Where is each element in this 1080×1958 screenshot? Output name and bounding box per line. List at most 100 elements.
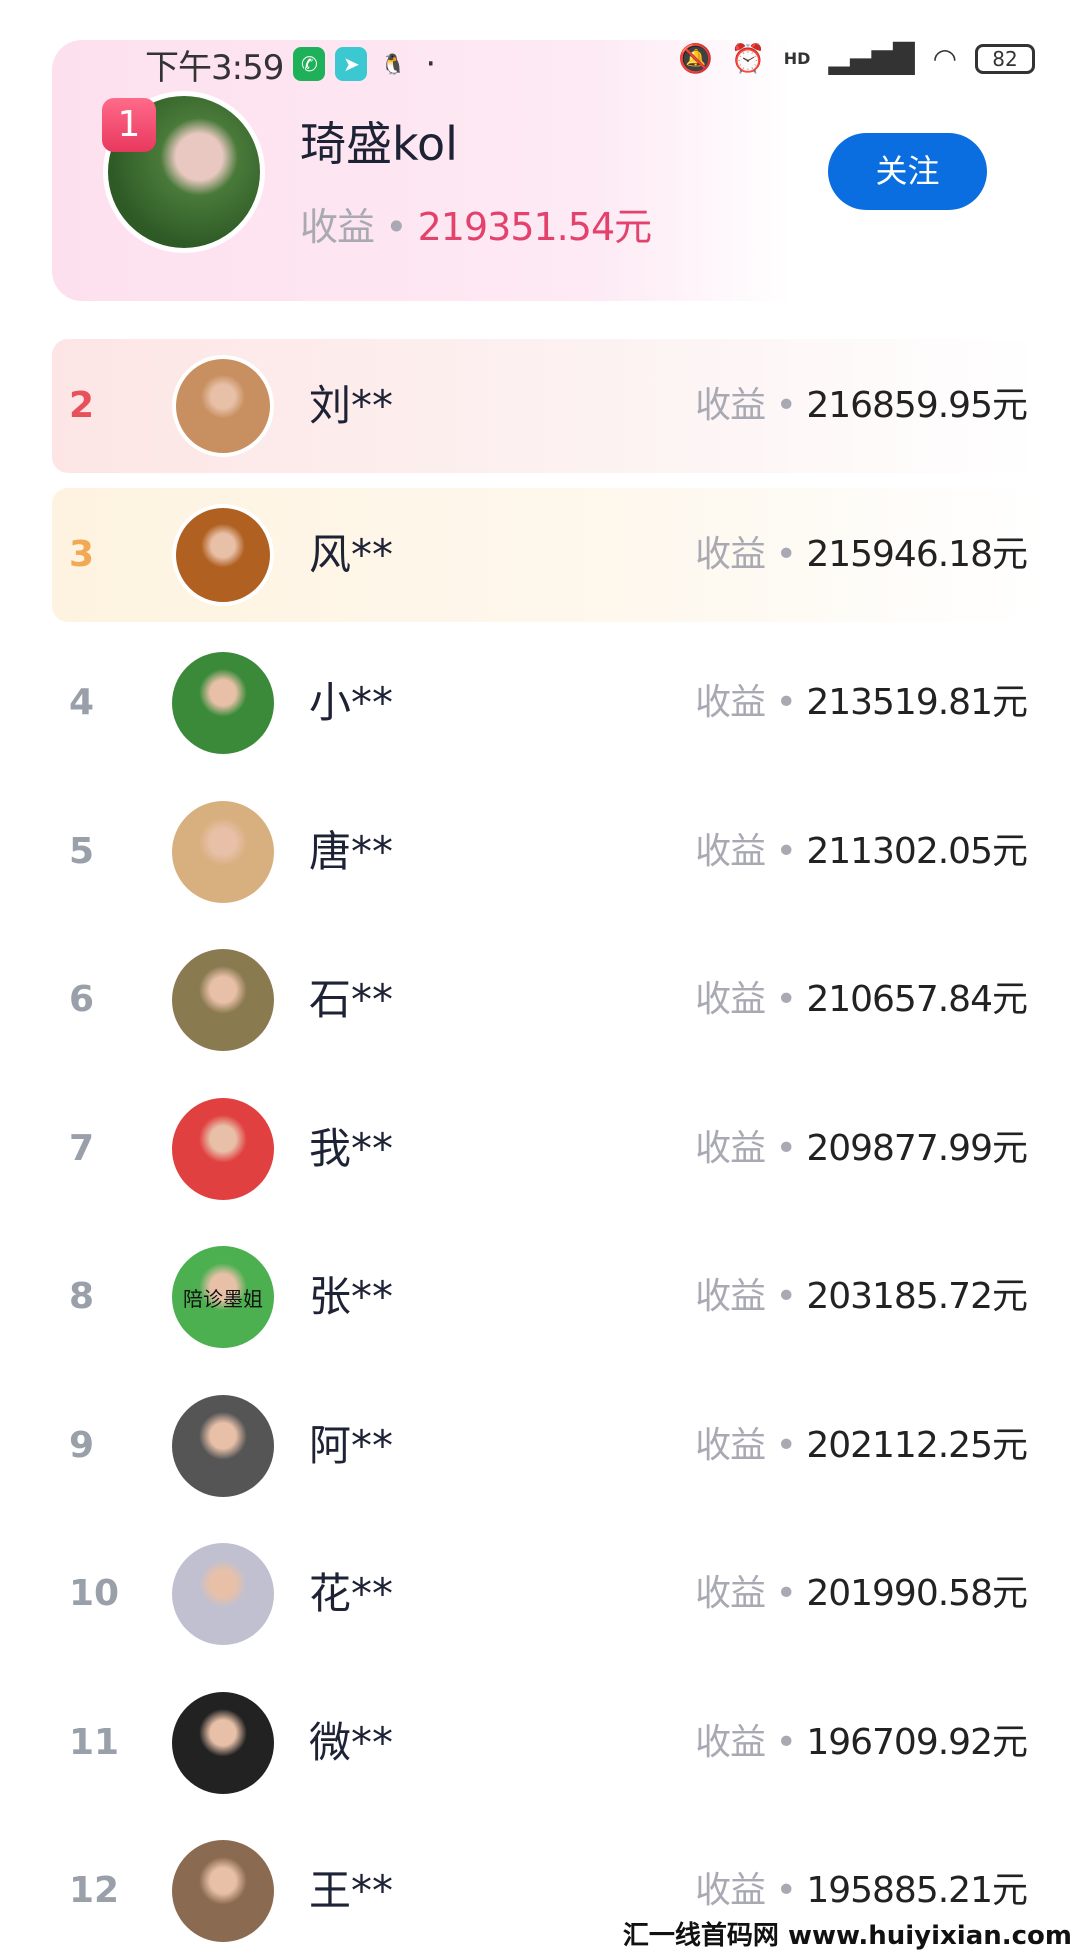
user-name: 石** (309, 975, 394, 1024)
qq-icon: 🐧 (380, 52, 406, 76)
rank-number: 12 (69, 1870, 120, 1911)
list-item[interactable]: 9 阿** 收益 • 202112.25元 (52, 1379, 1039, 1513)
earn-label: 收益 (695, 979, 766, 1020)
location-icon: ➤ (335, 47, 368, 81)
avatar[interactable] (172, 949, 274, 1051)
list-item[interactable]: 11 微** 收益 • 196709.92元 (52, 1676, 1039, 1810)
earn-amount: 202112.25元 (806, 1424, 1028, 1466)
earn-label: 收益 (695, 533, 766, 575)
earn-amount: 215946.18元 (806, 533, 1028, 575)
user-name: 我** (309, 1123, 394, 1173)
avatar[interactable] (172, 652, 274, 754)
earn-label: 收益 (695, 1870, 766, 1911)
earn-label: 收益 (695, 385, 766, 426)
earn-label: 收益 (300, 205, 375, 249)
top-earnings: 收益 • 219351.54元 (300, 196, 652, 251)
earnings: 收益 • 202112.25元 (695, 1379, 1028, 1513)
user-name: 微** (309, 1717, 394, 1767)
signal-icon: ▂▄▆█ (828, 42, 915, 75)
separator: • (775, 979, 797, 1020)
separator: • (775, 1276, 797, 1317)
earn-amount: 219351.54元 (417, 205, 652, 249)
alarm-icon: ⏰ (730, 42, 766, 75)
separator: • (385, 205, 407, 249)
list-item[interactable]: 2 刘** 收益 • 216859.95元 (52, 339, 1039, 473)
avatar[interactable] (172, 1691, 274, 1794)
earn-amount: 203185.72元 (806, 1276, 1028, 1317)
user-name: 张** (309, 1272, 394, 1321)
rank-number: 8 (69, 1276, 95, 1317)
separator: • (775, 682, 797, 723)
rank-number: 10 (69, 1573, 120, 1614)
separator: • (775, 830, 797, 872)
user-name: 阿** (309, 1420, 394, 1470)
watermark: 汇一线首码网 www.huiyixian.com (622, 1921, 1072, 1951)
list-item[interactable]: 4 小** 收益 • 213519.81元 (52, 636, 1039, 770)
earn-amount: 211302.05元 (806, 830, 1028, 872)
rank-number: 3 (69, 533, 95, 575)
rank-number: 9 (69, 1424, 95, 1466)
earn-amount: 201990.58元 (806, 1573, 1028, 1614)
earnings: 收益 • 216859.95元 (695, 339, 1028, 473)
separator: • (775, 1127, 797, 1169)
earn-label: 收益 (695, 682, 766, 723)
separator: • (775, 1424, 797, 1466)
earn-label: 收益 (695, 1276, 766, 1317)
user-name: 刘** (309, 381, 394, 430)
user-name: 小** (309, 678, 394, 727)
list-item[interactable]: 8 陪诊墨姐 张** 收益 • 203185.72元 (52, 1230, 1039, 1364)
separator: • (775, 1573, 797, 1614)
list-item[interactable]: 6 石** 收益 • 210657.84元 (52, 933, 1039, 1067)
rank-number: 2 (69, 385, 95, 426)
user-name: 王** (309, 1866, 394, 1915)
list-item[interactable]: 12 王** 收益 • 195885.21元 (52, 1824, 1039, 1958)
avatar[interactable] (172, 503, 274, 606)
user-name: 花** (309, 1569, 394, 1618)
separator: • (775, 385, 797, 426)
earn-amount: 196709.92元 (806, 1721, 1028, 1763)
list-item[interactable]: 7 我** 收益 • 209877.99元 (52, 1082, 1039, 1216)
earn-amount: 210657.84元 (806, 979, 1028, 1020)
earn-amount: 209877.99元 (806, 1127, 1028, 1169)
rank-number: 7 (69, 1127, 95, 1169)
top-user-name: 琦盛kol (300, 117, 458, 171)
rank-badge: 1 (102, 98, 156, 152)
earnings: 收益 • 211302.05元 (695, 785, 1028, 919)
avatar-text: 陪诊墨姐 (183, 1286, 263, 1311)
earnings: 收益 • 203185.72元 (695, 1230, 1028, 1364)
avatar[interactable]: 陪诊墨姐 (172, 1246, 274, 1348)
earn-amount: 195885.21元 (806, 1870, 1028, 1911)
battery-icon: 82 (975, 43, 1035, 74)
avatar[interactable] (172, 1097, 274, 1200)
avatar[interactable] (172, 800, 274, 903)
list-item[interactable]: 5 唐** 收益 • 211302.05元 (52, 785, 1039, 919)
rank-number: 5 (69, 830, 95, 872)
separator: • (775, 1870, 797, 1911)
earn-label: 收益 (695, 1424, 766, 1466)
user-name: 唐** (309, 826, 394, 876)
separator: • (775, 533, 797, 575)
earn-amount: 216859.95元 (806, 385, 1028, 426)
avatar[interactable] (172, 1394, 274, 1497)
user-name: 风** (309, 529, 394, 579)
bell-off-icon: 🔕 (678, 42, 713, 75)
status-bar: 下午3:59 ✆ ➤ 🐧 · 🔕 ⏰ HD ▂▄▆█ ◠ 82 (145, 42, 1045, 88)
avatar[interactable] (172, 355, 274, 457)
avatar[interactable] (172, 1543, 274, 1645)
earnings: 收益 • 201990.58元 (695, 1527, 1028, 1661)
earn-label: 收益 (695, 830, 766, 872)
list-item[interactable]: 10 花** 收益 • 201990.58元 (52, 1527, 1039, 1661)
earnings: 收益 • 215946.18元 (695, 488, 1028, 622)
hd-label: HD (783, 49, 811, 68)
rank-number: 11 (69, 1721, 120, 1763)
avatar[interactable] (172, 1840, 274, 1942)
dot-icon: · (425, 44, 437, 84)
earnings: 收益 • 213519.81元 (695, 636, 1028, 770)
follow-button[interactable]: 关注 (828, 133, 987, 210)
earnings: 收益 • 210657.84元 (695, 933, 1028, 1067)
earnings: 收益 • 195885.21元 (695, 1824, 1028, 1958)
rank-number: 6 (69, 979, 95, 1020)
list-item[interactable]: 3 风** 收益 • 215946.18元 (52, 487, 1039, 622)
earnings: 收益 • 209877.99元 (695, 1082, 1028, 1216)
